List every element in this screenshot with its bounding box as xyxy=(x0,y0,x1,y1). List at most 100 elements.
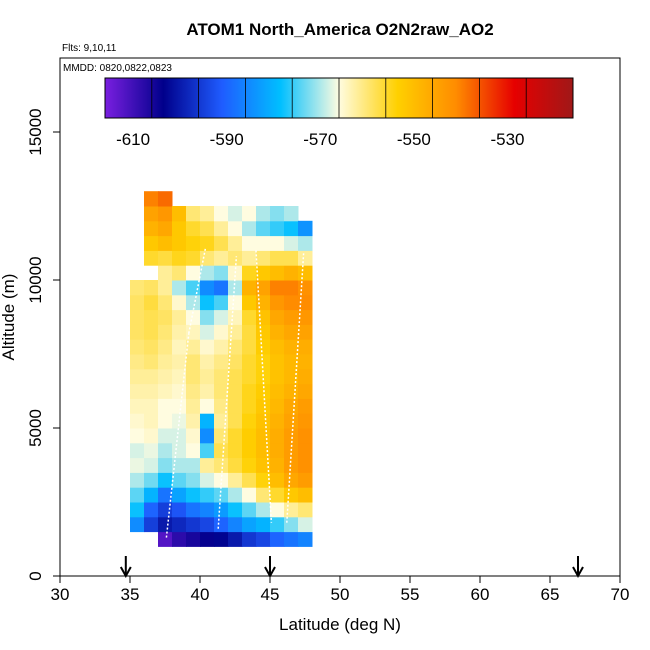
heatmap-cell xyxy=(158,472,173,488)
heatmap-cell xyxy=(298,250,313,266)
heatmap-cell xyxy=(298,354,313,370)
heatmap-cell xyxy=(270,235,285,251)
heatmap-cell xyxy=(158,324,173,340)
heatmap-cell xyxy=(298,220,313,237)
heatmap-cell xyxy=(214,294,229,311)
heatmap-cell xyxy=(284,220,299,237)
heatmap-cell xyxy=(284,250,299,266)
heatmap-cell xyxy=(172,428,187,444)
heatmap-cell xyxy=(144,487,159,503)
heatmap-cell xyxy=(270,413,285,429)
heatmap-cell xyxy=(158,191,173,207)
heatmap-cell xyxy=(172,354,187,370)
heatmap-cell xyxy=(158,206,173,222)
heatmap-cell xyxy=(144,368,159,385)
colorbar-tick-label: -570 xyxy=(303,130,337,149)
heatmap-cell xyxy=(298,472,313,488)
heatmap-cell xyxy=(144,280,159,296)
x-tick-label: 30 xyxy=(51,585,70,604)
heatmap-cell xyxy=(130,413,145,429)
heatmap-cell xyxy=(256,516,271,533)
heatmap-cell xyxy=(298,383,313,399)
heatmap-cell xyxy=(144,413,159,429)
heatmap-cell xyxy=(298,428,313,444)
heatmap-cell xyxy=(214,487,229,503)
heatmap-cell xyxy=(228,383,243,399)
heatmap-cell xyxy=(242,472,257,488)
heatmap-cell xyxy=(242,235,257,251)
heatmap-cell xyxy=(284,294,299,311)
heatmap-cell xyxy=(144,502,159,518)
heatmap-cell xyxy=(256,413,271,429)
heatmap-cell xyxy=(200,280,215,296)
heatmap-cell xyxy=(242,354,257,370)
y-tick-label: 0 xyxy=(26,571,45,580)
heatmap-cell xyxy=(242,220,257,237)
heatmap-cell xyxy=(270,250,285,266)
heatmap-cell xyxy=(172,442,187,459)
heatmap-cell xyxy=(144,220,159,237)
heatmap-cell xyxy=(130,294,145,311)
y-tick-label: 15000 xyxy=(26,108,45,155)
heatmap-cell xyxy=(256,457,271,473)
heatmap-cell xyxy=(172,265,187,281)
heatmap-cell xyxy=(200,368,215,385)
heatmap-cell xyxy=(158,235,173,251)
heatmap-cell xyxy=(228,368,243,385)
heatmap-cell xyxy=(242,531,257,547)
heatmap-cell xyxy=(270,265,285,281)
heatmap-cell xyxy=(186,487,201,503)
heatmap-cell xyxy=(214,442,229,459)
heatmap-cell xyxy=(270,502,285,518)
heatmap-cell xyxy=(242,368,257,385)
heatmap-cell xyxy=(284,457,299,473)
dates-label: MMDD: 0820,0822,0823 xyxy=(63,63,172,74)
heatmap-cell xyxy=(200,206,215,222)
heatmap-cell xyxy=(200,294,215,311)
x-tick-label: 55 xyxy=(401,585,420,604)
heatmap-cell xyxy=(242,487,257,503)
heatmap-cell xyxy=(284,309,299,325)
heatmap-cell xyxy=(256,502,271,518)
heatmap-cell xyxy=(200,487,215,503)
heatmap-cell xyxy=(144,235,159,251)
y-tick-label: 5000 xyxy=(26,409,45,447)
heatmap-cell xyxy=(284,502,299,518)
heatmap-cell xyxy=(256,428,271,444)
heatmap-cell xyxy=(298,265,313,281)
heatmap-cell xyxy=(130,472,145,488)
heatmap-cell xyxy=(186,368,201,385)
heatmap-cell xyxy=(172,516,187,533)
heatmap-cell xyxy=(130,502,145,518)
heatmap-cell xyxy=(214,457,229,473)
heatmap-cell xyxy=(228,502,243,518)
heatmap-cell xyxy=(144,398,159,414)
heatmap-cell xyxy=(214,250,229,266)
heatmap-cell xyxy=(214,368,229,385)
x-tick-label: 60 xyxy=(471,585,490,604)
heatmap-cell xyxy=(200,339,215,355)
heatmap-cell xyxy=(298,531,313,547)
heatmap-cell xyxy=(172,324,187,340)
heatmap-cell xyxy=(200,413,215,429)
heatmap-cell xyxy=(228,398,243,414)
heatmap-cell xyxy=(228,428,243,444)
heatmap-cell xyxy=(228,442,243,459)
heatmap-cell xyxy=(172,398,187,414)
heatmap-cell xyxy=(200,354,215,370)
flight-track xyxy=(188,247,207,334)
heatmap-cell xyxy=(242,398,257,414)
heatmap-cell xyxy=(242,383,257,399)
colorbar-tick-label: -530 xyxy=(490,130,524,149)
heatmap-cell xyxy=(186,383,201,399)
heatmap-cell xyxy=(298,280,313,296)
heatmap-cell xyxy=(158,309,173,325)
heatmap-cell xyxy=(200,398,215,414)
heatmap-cell xyxy=(298,442,313,459)
heatmap-cell xyxy=(298,398,313,414)
heatmap-cell xyxy=(214,339,229,355)
heatmap-cell xyxy=(284,472,299,488)
heatmap-cell xyxy=(130,354,145,370)
heatmap-cell xyxy=(186,516,201,533)
